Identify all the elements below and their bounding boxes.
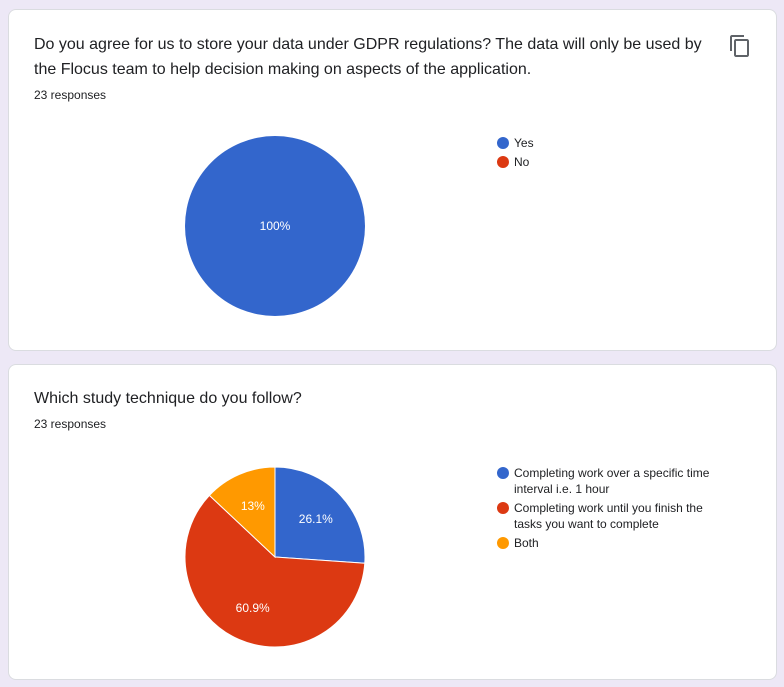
legend-label: Completing work until you finish the tas…: [514, 501, 703, 531]
legend-swatch: [497, 502, 509, 514]
pie-chart-gdpr: 100%: [185, 136, 365, 316]
pie-chart-study-technique: 26.1% 60.9% 13%: [184, 466, 366, 648]
pie-slice-label: 60.9%: [236, 601, 270, 615]
response-count: 23 responses: [34, 417, 107, 431]
legend-study-technique: Completing work over a specific time int…: [497, 465, 719, 554]
legend-item[interactable]: Completing work until you finish the tas…: [497, 500, 719, 532]
legend-swatch: [497, 537, 509, 549]
question-card-gdpr: Do you agree for us to store your data u…: [8, 9, 777, 351]
legend-label: Both: [514, 536, 539, 550]
question-title: Do you agree for us to store your data u…: [34, 36, 702, 78]
legend-swatch: [497, 156, 509, 168]
pie-slice-1[interactable]: [274, 466, 366, 564]
legend-label: No: [514, 155, 530, 169]
pie-slice-label: 13%: [241, 499, 265, 513]
legend-item[interactable]: Completing work over a specific time int…: [497, 465, 719, 497]
pie-slice-label: 26.1%: [299, 512, 333, 526]
legend-label: Completing work over a specific time int…: [514, 466, 710, 496]
legend-label: Yes: [514, 136, 534, 150]
legend-swatch: [497, 137, 509, 149]
legend-item[interactable]: No: [497, 154, 719, 170]
legend-item[interactable]: Yes: [497, 135, 719, 151]
legend-swatch: [497, 467, 509, 479]
copy-icon: [730, 35, 749, 57]
pie-slice-2[interactable]: [184, 494, 366, 648]
pie-slice-1[interactable]: [185, 136, 365, 316]
question-title: Which study technique do you follow?: [34, 390, 302, 407]
legend-item[interactable]: Both: [497, 535, 719, 551]
legend-gdpr: Yes No: [497, 135, 719, 173]
pie-slice-label: 100%: [260, 219, 291, 233]
response-count: 23 responses: [34, 88, 107, 102]
copy-chart-button[interactable]: [728, 34, 752, 58]
pie-slice-3[interactable]: [208, 466, 276, 559]
question-card-study-technique: Which study technique do you follow? 23 …: [8, 364, 777, 680]
